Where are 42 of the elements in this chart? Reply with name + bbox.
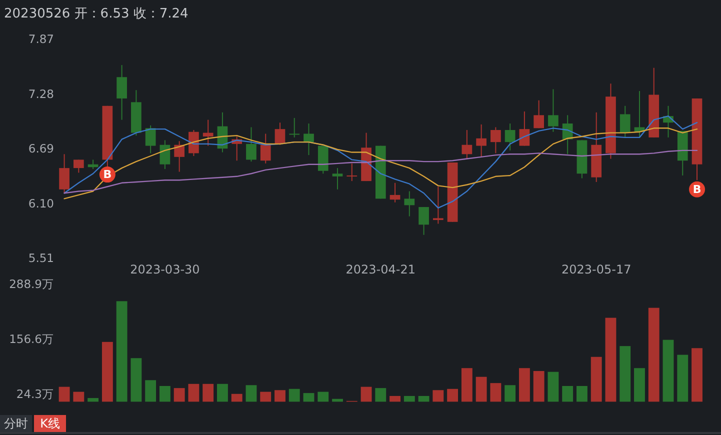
candlestick: [519, 110, 530, 146]
candlestick: [160, 140, 170, 170]
candlestick: [432, 186, 444, 224]
candlestick: [346, 162, 358, 182]
y-tick-label: 24.3万: [16, 387, 54, 402]
candlestick: [620, 105, 630, 138]
candlestick: [260, 133, 271, 164]
candlestick: [490, 126, 501, 154]
candlestick: [59, 154, 70, 194]
y-tick-label: 7.87: [28, 32, 54, 46]
text: K线: [40, 416, 60, 430]
candlestick: [548, 88, 558, 132]
text: 分时: [4, 416, 28, 430]
y-tick-label: 6.69: [28, 142, 54, 156]
y-tick-label: 6.10: [28, 196, 54, 210]
candlestick: [274, 122, 286, 146]
x-tick-label: 2023-03-30: [130, 262, 200, 276]
candlestick: [289, 117, 300, 138]
data-label: B: [692, 182, 702, 196]
candlestick: [332, 168, 343, 190]
candlestick: [246, 126, 256, 162]
candlestick: [174, 140, 185, 172]
candlestick: [73, 159, 84, 174]
candlestick: [202, 119, 214, 146]
candlestick: [462, 130, 472, 160]
candlestick: [304, 123, 314, 156]
y-tick-label: 288.9万: [9, 277, 54, 292]
y-tick-label: 7.28: [28, 86, 54, 101]
y-tick-label: 156.6万: [9, 332, 54, 346]
data-label: B: [103, 168, 112, 182]
y-tick-label: 5.51: [28, 251, 54, 266]
candlestick: [418, 206, 429, 236]
chart-title: 20230526 开：6.53 收：7.24: [4, 6, 188, 22]
candlestick: [476, 124, 486, 158]
candlestick: [534, 100, 544, 129]
candlestick: [116, 64, 127, 120]
candlestick: [504, 123, 516, 151]
x-tick-label: 2023-04-21: [346, 262, 416, 276]
candlestick: [145, 124, 156, 154]
candlestick: [404, 190, 415, 217]
candlestick: [390, 182, 400, 203]
x-tick-label: 2023-05-17: [561, 262, 632, 276]
